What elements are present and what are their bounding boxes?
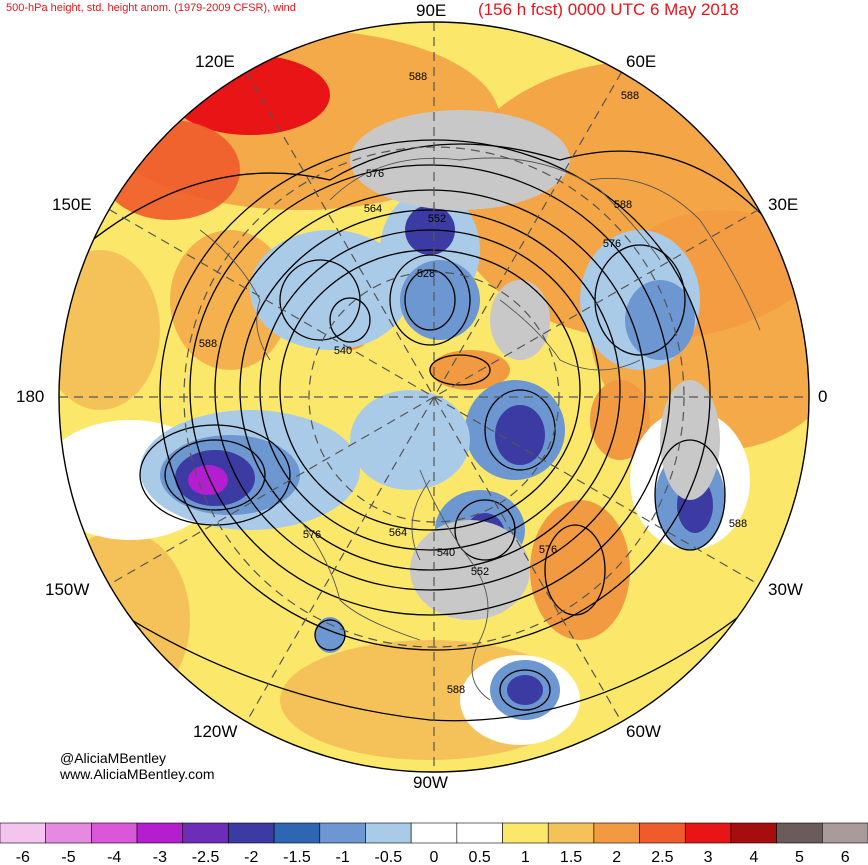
lon-label-60w: 60W — [626, 722, 661, 741]
lon-label-60e: 60E — [626, 52, 657, 71]
lon-label-30e: 30E — [768, 195, 799, 214]
colorbar-swatch — [410, 822, 458, 844]
colorbar-tick-label: -2.5 — [192, 849, 220, 865]
contour-label: 588 — [447, 684, 465, 696]
colorbar-swatch — [776, 822, 823, 844]
colorbar-swatch — [91, 822, 138, 844]
colorbar-tick-label: 3 — [704, 849, 713, 865]
contour-label: 576 — [603, 238, 621, 250]
anomaly-colorbar: -6 -5 -4 -3 -2.5 -2 -1.5 -1 -0.5 0 0.5 1 1.5 2 2.5 3 4 5 6 — [0, 822, 868, 865]
colorbar-tick-label: 0 — [430, 849, 439, 865]
colorbar-swatch — [45, 822, 92, 844]
contour-label: 588 — [729, 518, 747, 530]
colorbar-tick-label: -2 — [244, 849, 258, 865]
credit-website: www.AliciaMBentley.com — [60, 766, 215, 782]
colorbar-swatch — [730, 822, 777, 844]
colorbar-swatch — [684, 822, 732, 844]
contour-label: 552 — [428, 213, 446, 225]
colorbar-tick-label: 1 — [521, 849, 530, 865]
colorbar-tick-label: 2 — [612, 849, 621, 865]
colorbar-swatch — [228, 822, 275, 844]
contour-label: 576 — [366, 168, 384, 180]
left-title: 500-hPa height, std. height anom. (1979-… — [6, 2, 296, 14]
lon-label-0: 0 — [818, 387, 828, 406]
colorbar-swatch — [319, 822, 366, 844]
colorbar-tick-label: -1.5 — [283, 849, 311, 865]
colorbar-tick-label: 5 — [795, 849, 804, 865]
colorbar-tick-label: 1.5 — [560, 849, 582, 865]
colorbar-swatch — [547, 822, 595, 844]
colorbar-swatch — [182, 822, 229, 844]
lon-label-90w: 90W — [413, 773, 448, 792]
colorbar-tick-label: 2.5 — [651, 849, 673, 865]
lon-label-30w: 30W — [768, 580, 803, 599]
colorbar-swatch — [136, 822, 184, 844]
contour-label: 588 — [409, 71, 427, 83]
contour-label: 540 — [437, 547, 455, 559]
contour-label: 588 — [614, 199, 632, 211]
colorbar-tick-label: -6 — [16, 849, 30, 865]
lon-label-150w: 150W — [45, 580, 90, 599]
colorbar-tick-label: 4 — [749, 849, 758, 865]
contour-label: 540 — [334, 345, 352, 357]
right-title: (156 h fcst) 0000 UTC 6 May 2018 — [478, 0, 739, 19]
colorbar-swatch — [456, 822, 503, 844]
contour-label: 552 — [471, 566, 489, 578]
lon-label-150e: 150E — [52, 195, 92, 214]
lat-lon-grid — [59, 22, 809, 772]
colorbar-swatch — [822, 822, 868, 844]
polar-map: 588 588 576 588 576 564 552 528 540 588 … — [58, 21, 810, 773]
contour-label: 528 — [417, 268, 435, 280]
coastlines — [199, 157, 761, 701]
contour-label: 588 — [199, 338, 217, 350]
colorbar-tick-label: 6 — [841, 849, 850, 865]
colorbar-swatch — [365, 822, 412, 844]
colorbar-swatch — [273, 822, 321, 844]
colorbar-tick-label: -0.5 — [375, 849, 403, 865]
contour-label-layer: 588 588 576 588 576 564 552 528 540 588 … — [199, 71, 747, 696]
contour-label: 564 — [364, 203, 382, 215]
lon-label-120e: 120E — [195, 52, 235, 71]
map-border — [58, 21, 810, 773]
colorbar-tick-label: 0.5 — [469, 849, 491, 865]
lon-label-90e: 90E — [416, 1, 447, 20]
height-contours — [79, 139, 801, 722]
contour-label: 564 — [389, 527, 407, 539]
contour-label: 576 — [303, 529, 321, 541]
colorbar-swatch — [639, 822, 686, 844]
lon-label-120w: 120W — [193, 722, 238, 741]
credit-handle: @AliciaMBentley — [60, 750, 167, 766]
contour-label: 576 — [539, 544, 557, 556]
colorbar-swatch — [0, 822, 46, 844]
colorbar-swatch — [593, 822, 640, 844]
colorbar-swatch — [502, 822, 549, 844]
colorbar-tick-label: -3 — [153, 849, 167, 865]
colorbar-tick-label: -5 — [61, 849, 75, 865]
contour-label: 588 — [621, 90, 639, 102]
lon-label-180: 180 — [16, 387, 45, 406]
colorbar-tick-label: -1 — [336, 849, 350, 865]
colorbar-tick-label: -4 — [107, 849, 121, 865]
